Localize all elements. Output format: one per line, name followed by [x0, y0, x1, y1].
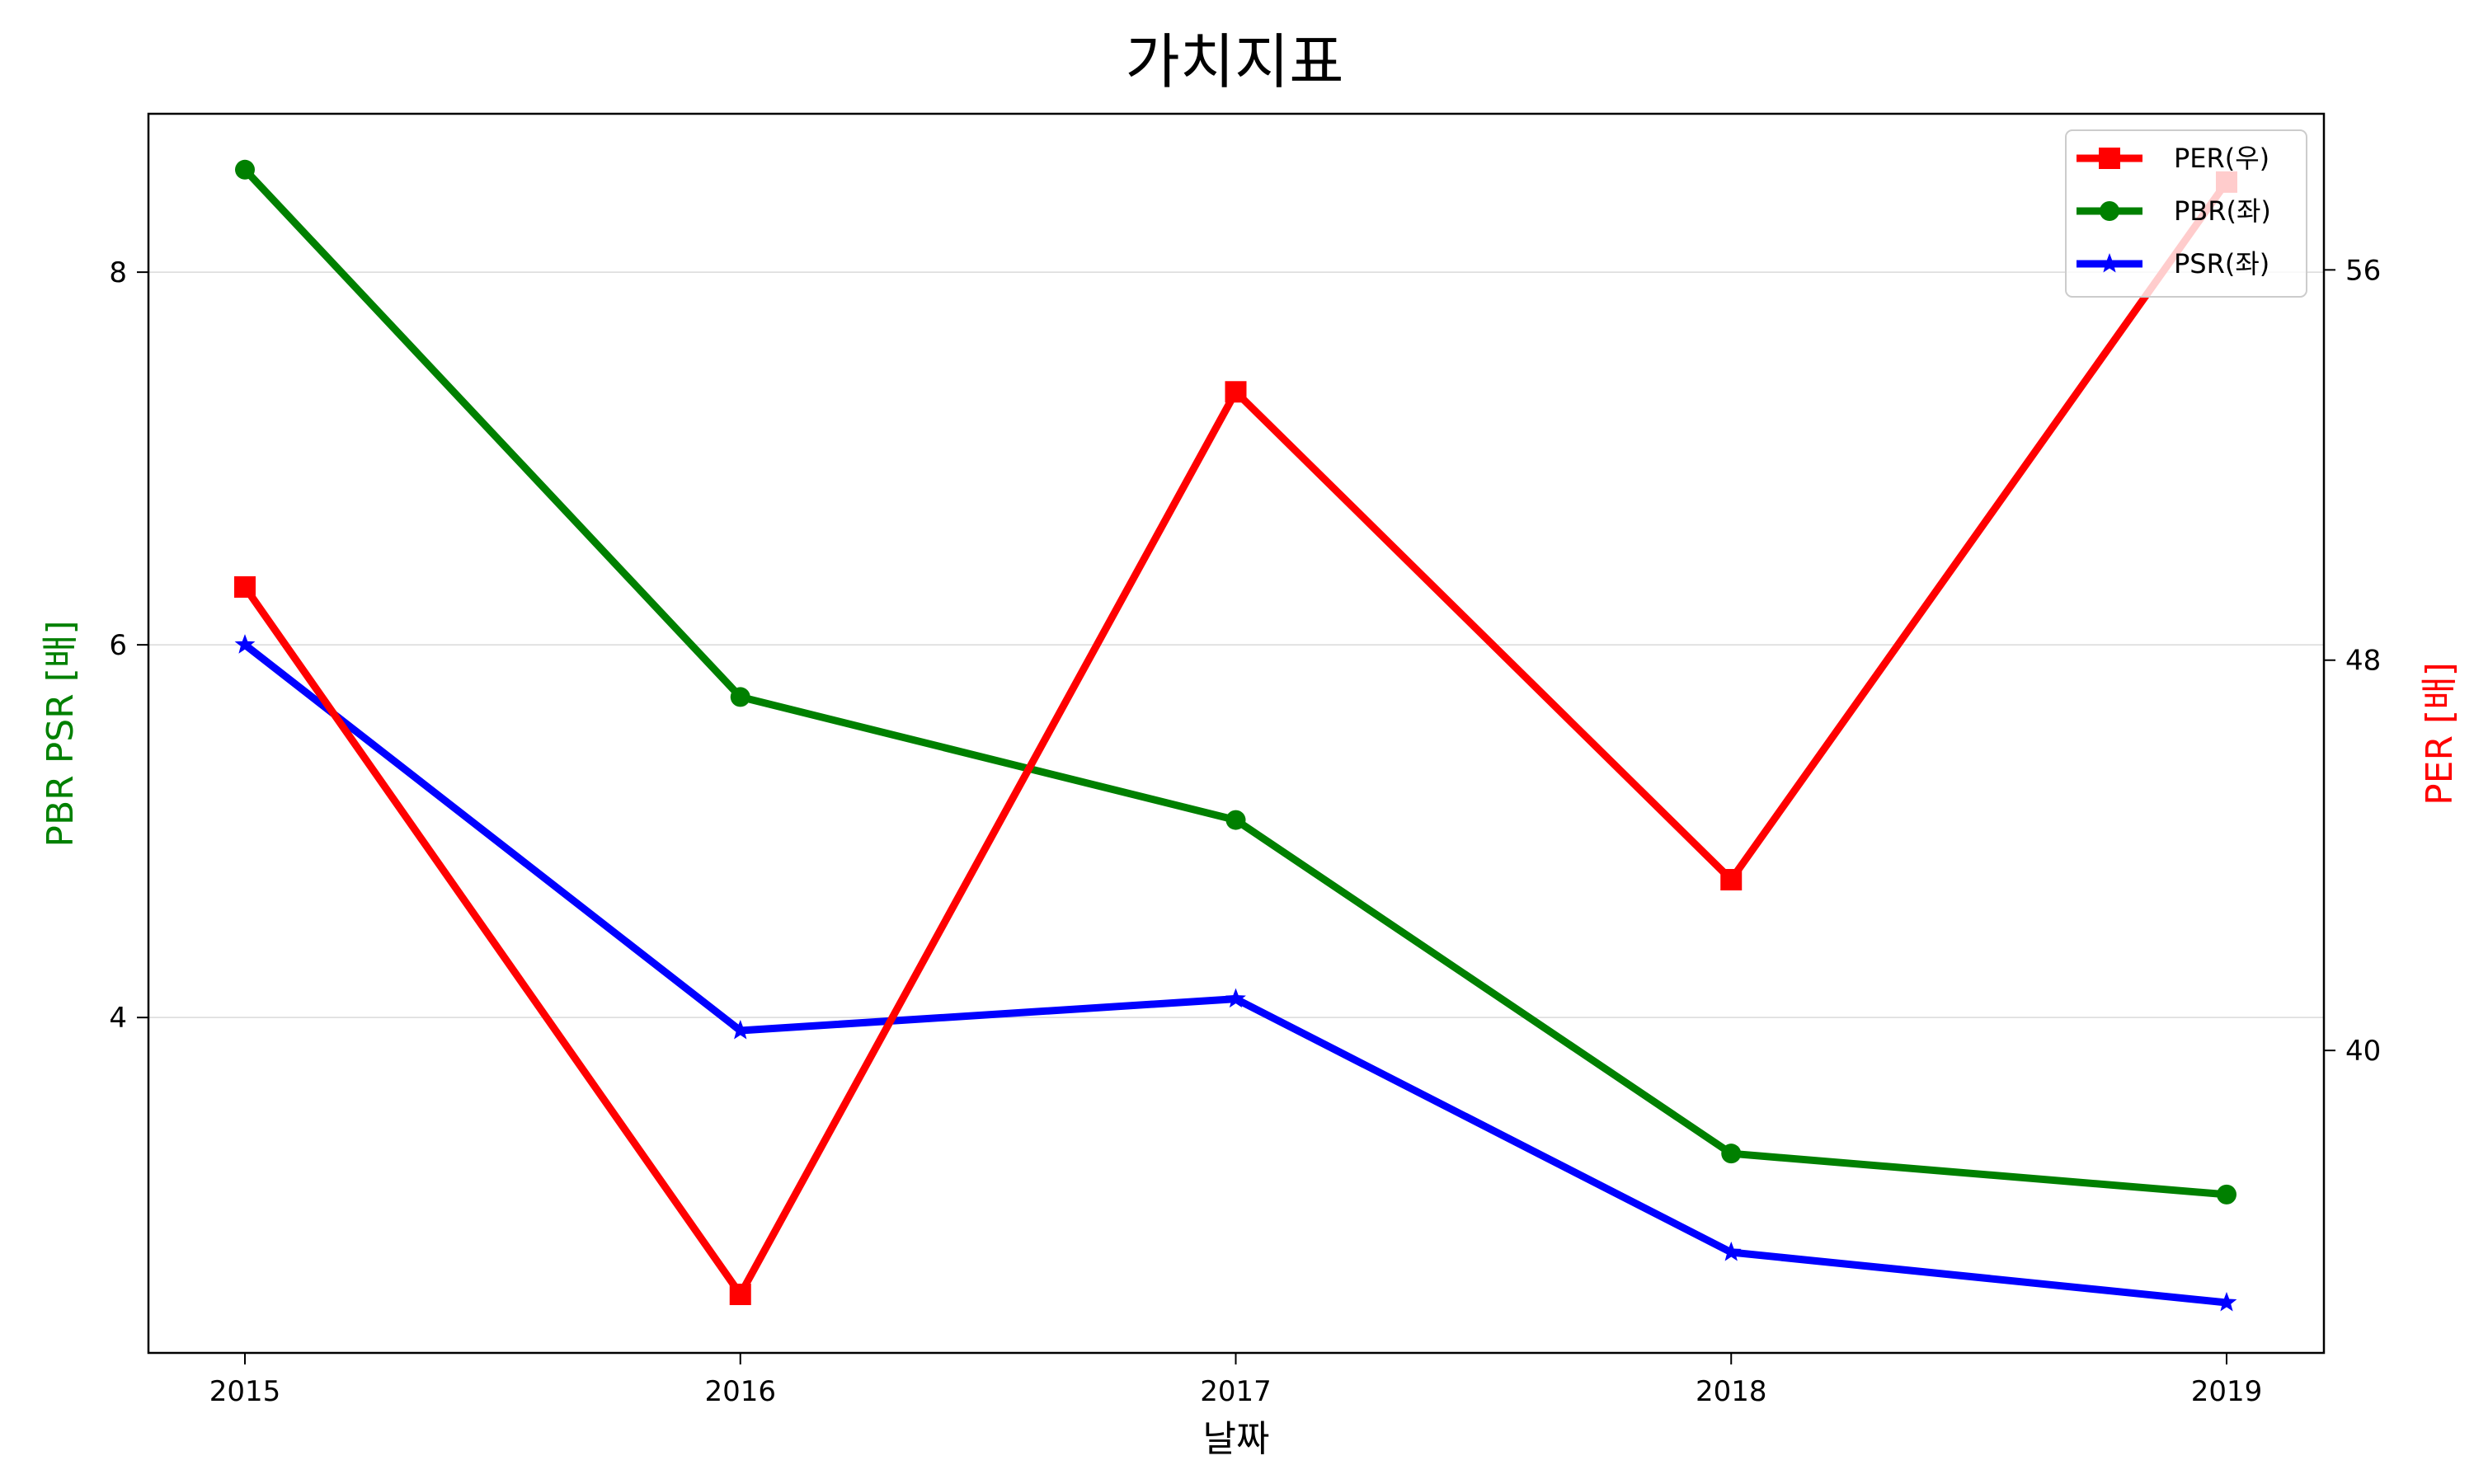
x-axis-title: 날짜 [1203, 1418, 1270, 1460]
data-point [730, 1020, 751, 1040]
gridlines [148, 271, 2324, 1018]
right-y-tick-label: 48 [2345, 645, 2381, 678]
left-y-tick-label: 4 [109, 1002, 127, 1035]
left-y-tick-label: 6 [109, 629, 127, 662]
left-y-tick-label: 8 [109, 256, 127, 289]
data-point [235, 159, 255, 180]
x-axis: 2015 2016 2017 2018 2019 [209, 1353, 2263, 1408]
series-line [242, 641, 2227, 1307]
data-point [2217, 1184, 2236, 1205]
legend-marker [2099, 148, 2120, 169]
plot-area-frame [147, 112, 2326, 1355]
x-tick-label: 2017 [1200, 1375, 1272, 1408]
data-point [1720, 869, 1743, 891]
left-y-axis: 4 6 8 [109, 256, 148, 1035]
data-point [1721, 1144, 1742, 1164]
right-y-tick-label: 56 [2345, 254, 2381, 287]
data-point [1225, 381, 1247, 403]
x-tick-label: 2018 [1696, 1375, 1767, 1408]
chart-title: 가치지표 [1126, 27, 1344, 96]
series-0 [234, 171, 2237, 1305]
legend-marker [2100, 201, 2119, 221]
left-y-axis-title: PBR PSR [배] [40, 620, 82, 847]
legend-label: PBR(좌) [2174, 195, 2271, 227]
series-line [242, 167, 2227, 1199]
x-tick-label: 2015 [209, 1375, 281, 1408]
right-y-axis: 40 48 56 [2324, 254, 2381, 1068]
series-2 [234, 634, 2237, 1312]
legend-marker [2099, 253, 2120, 273]
data-point [234, 634, 256, 654]
data-point [1225, 810, 1246, 830]
data-point [2216, 1292, 2237, 1312]
data-point [730, 687, 750, 707]
right-y-tick-label: 40 [2345, 1035, 2381, 1068]
legend-box [2065, 129, 2307, 298]
x-tick-label: 2016 [704, 1375, 776, 1408]
data-point [234, 575, 256, 598]
legend-label: PER(우) [2174, 143, 2269, 174]
right-y-axis-title: PER [배] [2419, 662, 2461, 805]
data-point [729, 1283, 751, 1305]
legend: PER(우) PBR(좌) PSR(좌) [2065, 129, 2307, 298]
series-lines [234, 159, 2237, 1312]
series-1 [235, 159, 2236, 1205]
series-line [242, 180, 2230, 1298]
data-point [1720, 1242, 1742, 1261]
data-point [1225, 988, 1246, 1008]
x-tick-label: 2019 [2191, 1375, 2263, 1408]
legend-label: PSR(좌) [2174, 248, 2269, 279]
